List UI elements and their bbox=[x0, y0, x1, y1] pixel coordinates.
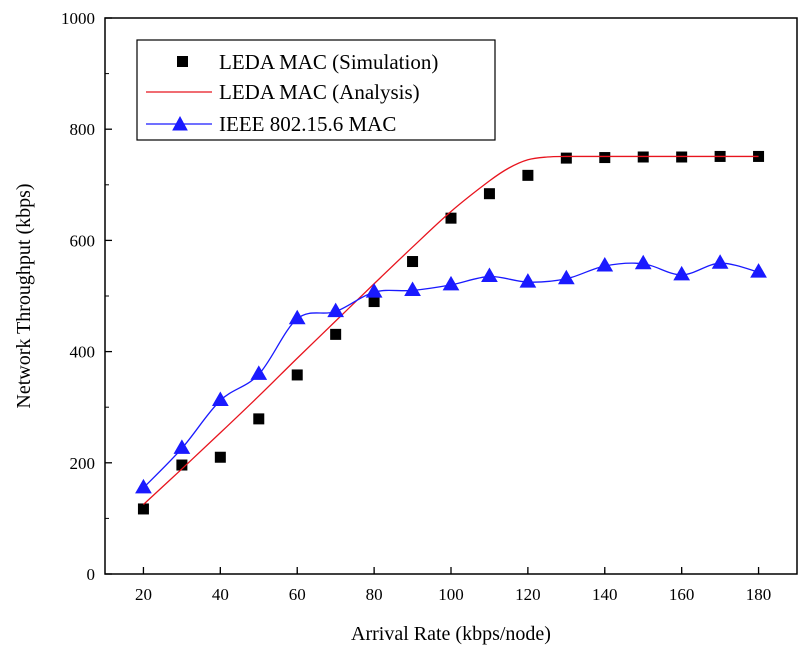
data-point-triangle bbox=[442, 275, 460, 291]
data-point-square bbox=[368, 296, 380, 308]
y-tick-label: 0 bbox=[87, 565, 96, 584]
y-axis: 0 200 400 600 800 1000 bbox=[61, 9, 112, 584]
series-layer bbox=[135, 150, 767, 515]
data-point-triangle bbox=[634, 254, 652, 270]
data-point-triangle bbox=[750, 263, 767, 278]
x-tick-label: 140 bbox=[592, 585, 618, 604]
data-point-triangle bbox=[557, 269, 575, 285]
data-point-square bbox=[445, 212, 457, 224]
y-tick-label: 800 bbox=[70, 120, 96, 139]
data-point-square bbox=[291, 369, 303, 381]
data-point-square bbox=[483, 188, 495, 200]
legend-marker-simulation bbox=[177, 56, 188, 67]
data-point-triangle bbox=[288, 309, 306, 325]
series-line bbox=[142, 262, 759, 489]
data-point-triangle bbox=[673, 265, 691, 281]
legend-marker-ieee bbox=[172, 115, 188, 131]
data-point-square bbox=[253, 413, 265, 425]
data-point-triangle bbox=[404, 281, 421, 296]
x-tick-label: 100 bbox=[438, 585, 464, 604]
data-point-square bbox=[214, 451, 226, 463]
data-point-triangle bbox=[211, 391, 229, 407]
data-point-triangle bbox=[327, 302, 345, 318]
series-line bbox=[143, 155, 759, 505]
series-1 bbox=[143, 155, 759, 505]
x-tick-label: 60 bbox=[289, 585, 306, 604]
data-point-square bbox=[522, 169, 534, 181]
data-point-square bbox=[560, 152, 572, 164]
legend-box bbox=[136, 39, 496, 141]
y-tick-label: 1000 bbox=[61, 9, 95, 28]
x-axis-title: Arrival Rate (kbps/node) bbox=[351, 623, 551, 645]
x-tick-label: 120 bbox=[515, 585, 541, 604]
data-point-triangle bbox=[481, 267, 498, 283]
data-point-triangle bbox=[711, 254, 729, 269]
y-axis-title: Network Throughput (kbps) bbox=[13, 183, 35, 408]
y-tick-label: 200 bbox=[70, 454, 96, 473]
legend-label-ieee: IEEE 802.15.6 MAC bbox=[219, 112, 396, 136]
series-0 bbox=[137, 150, 765, 515]
data-point-triangle bbox=[135, 478, 152, 494]
data-point-triangle bbox=[519, 273, 537, 288]
data-point-triangle bbox=[173, 439, 191, 454]
x-tick-label: 180 bbox=[746, 585, 772, 604]
data-point-square bbox=[137, 503, 149, 515]
y-tick-label: 400 bbox=[70, 343, 96, 362]
y-tick-label: 600 bbox=[70, 231, 96, 250]
legend: LEDA MAC (Simulation) LEDA MAC (Analysis… bbox=[136, 39, 496, 141]
x-tick-label: 160 bbox=[669, 585, 695, 604]
data-point-square bbox=[176, 459, 188, 471]
x-tick-label: 40 bbox=[212, 585, 229, 604]
legend-label-simulation: LEDA MAC (Simulation) bbox=[219, 50, 438, 74]
series-2 bbox=[135, 254, 767, 494]
legend-label-analysis: LEDA MAC (Analysis) bbox=[219, 80, 420, 104]
x-tick-label: 20 bbox=[135, 585, 152, 604]
data-point-square bbox=[330, 328, 342, 340]
data-point-triangle bbox=[250, 365, 268, 380]
data-point-square bbox=[599, 152, 611, 164]
data-point-triangle bbox=[596, 256, 614, 272]
x-axis: 20 40 60 80 100 120 140 160 180 bbox=[135, 567, 771, 604]
x-tick-label: 80 bbox=[366, 585, 383, 604]
data-point-square bbox=[407, 256, 419, 268]
data-point-triangle bbox=[365, 283, 383, 298]
